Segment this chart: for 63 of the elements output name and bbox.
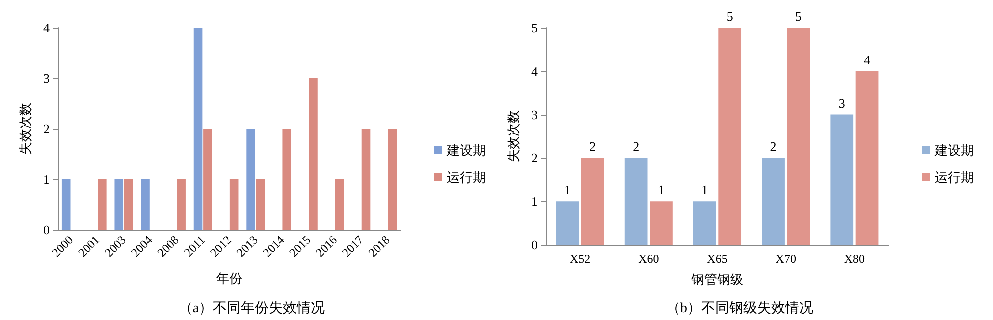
bar: [256, 180, 266, 230]
bar: [581, 158, 604, 245]
bar: [362, 129, 371, 230]
bar: [787, 28, 810, 245]
bar: [830, 114, 854, 245]
data-label: 5: [795, 9, 802, 24]
legend-label: 运行期: [447, 170, 486, 185]
bar: [62, 180, 71, 230]
bar: [650, 202, 673, 245]
text: （b）不同钢级失效情况: [666, 300, 814, 316]
data-label: 1: [564, 182, 571, 198]
x-tick-label: X52: [570, 252, 591, 266]
y-tick-label: 1: [532, 194, 538, 210]
y-axis-title: 失效次数: [506, 110, 521, 162]
x-tick-label: X60: [638, 252, 660, 266]
bar: [693, 202, 716, 245]
y-tick-label: 5: [532, 20, 538, 36]
y-tick-label: 0: [532, 238, 538, 252]
data-label: 2: [633, 139, 640, 154]
legend-label: 建设期: [446, 143, 486, 158]
y-tick-label: 4: [532, 64, 538, 79]
x-axis-title: 钢管钢级: [690, 272, 744, 287]
bar: [114, 180, 124, 230]
data-label: 1: [658, 182, 665, 198]
bar: [335, 180, 344, 230]
data-label: 1: [702, 182, 708, 198]
bar: [194, 28, 203, 230]
data-label: 4: [864, 52, 872, 68]
y-tick-label: 3: [532, 107, 538, 122]
bar: [856, 71, 879, 245]
y-axis-title: 失效次数: [18, 103, 33, 155]
y-tick-label: 0: [44, 222, 50, 238]
bar: [230, 180, 239, 230]
bar: [388, 129, 398, 230]
bar: [282, 129, 292, 230]
data-label: 2: [590, 139, 596, 154]
bar: [246, 129, 256, 230]
bar: [556, 202, 580, 245]
bar: [309, 78, 318, 230]
bar: [124, 180, 134, 230]
bar: [204, 129, 212, 230]
bar: [98, 180, 107, 230]
bar: [141, 180, 150, 230]
x-tick-label: X65: [707, 252, 728, 266]
bar: [177, 180, 186, 230]
y-tick-label: 2: [44, 122, 50, 136]
x-tick-label: X80: [844, 252, 866, 266]
y-tick-label: 4: [44, 20, 50, 36]
text: （a）不同年份失效情况: [178, 300, 326, 316]
bar: [624, 158, 648, 245]
bar: [762, 158, 785, 245]
legend-label: 建设期: [934, 143, 974, 158]
x-tick-label: X70: [776, 252, 796, 266]
y-tick-label: 1: [44, 172, 50, 187]
data-label: 3: [838, 96, 846, 111]
bar: [718, 28, 742, 245]
x-axis-title: 年份: [216, 271, 242, 286]
y-tick-label: 3: [44, 71, 50, 86]
data-label: 5: [726, 9, 734, 24]
legend-label: 运行期: [935, 170, 974, 185]
x-tick-label: 2011: [182, 233, 208, 260]
y-tick-label: 2: [532, 150, 538, 166]
data-label: 2: [770, 139, 777, 154]
